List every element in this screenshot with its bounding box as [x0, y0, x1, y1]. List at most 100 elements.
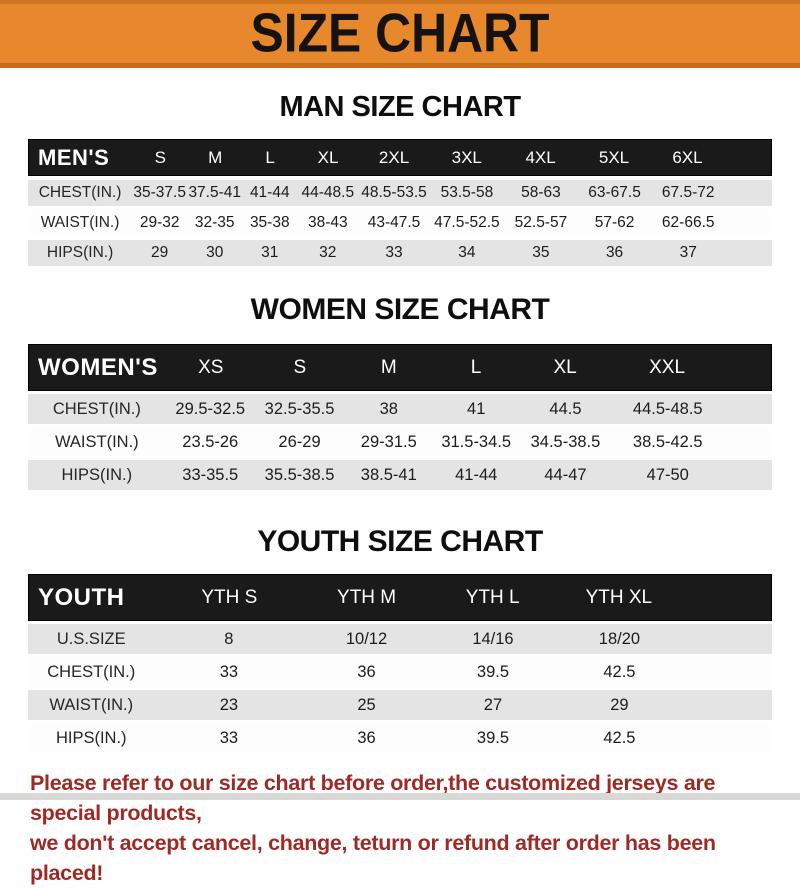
order-notice-line2: we don't accept cancel, change, teturn o… — [30, 831, 716, 885]
mens-row-chestin: CHEST(IN.) 35-37.5 37.5-41 41-44 44-48.5 48.5… — [28, 180, 772, 206]
womens-value: 44-47 — [544, 465, 587, 484]
youth-header-row: YOUTH YTH S YTH M YTH L YTH XL — [28, 574, 772, 621]
mens-col-5xl: 5XL — [598, 147, 630, 167]
womens-row-chestin: CHEST(IN.) 29.5-32.5 32.5-35.5 38 41 44.5 44.5… — [28, 394, 772, 424]
mens-value: 34 — [458, 244, 476, 261]
mens-value: 31 — [261, 244, 279, 261]
womens-row-waistin: WAIST(IN.) 23.5-26 26-29 29-31.5 31.5-34.5 34… — [28, 427, 772, 457]
youth-value: 29 — [610, 695, 629, 714]
bottom-edge-strip — [0, 793, 800, 800]
youth-value: 27 — [483, 695, 503, 714]
womens-col-s: S — [293, 356, 307, 378]
mens-value: 33 — [385, 244, 403, 261]
mens-row-label: HIPS(IN.) — [46, 244, 114, 261]
size-chart-banner: SIZE CHART — [0, 0, 800, 68]
womens-value: 38.5-41 — [360, 465, 417, 484]
youth-value: 33 — [219, 662, 239, 681]
mens-value: 44-48.5 — [301, 184, 355, 201]
youth-size-chart-title: YOUTH SIZE CHART — [257, 525, 543, 558]
womens-value: 35.5-38.5 — [264, 465, 335, 484]
youth-value: 18/20 — [598, 629, 641, 648]
womens-row-label: HIPS(IN.) — [61, 465, 133, 484]
mens-value: 41-44 — [249, 184, 290, 201]
mens-col-s: S — [154, 147, 166, 167]
youth-col-yth-s: YTH S — [201, 586, 258, 608]
womens-header-label: WOMEN'S — [38, 353, 158, 381]
youth-row-label: U.S.SIZE — [56, 629, 126, 648]
youth-value: 39.5 — [476, 728, 510, 747]
youth-value: 36 — [357, 662, 376, 681]
mens-value: 30 — [206, 244, 224, 261]
mens-value: 48.5-53.5 — [361, 184, 427, 201]
mens-row-waistin: WAIST(IN.) 29-32 32-35 35-38 38-43 43-47.5 47.… — [28, 210, 772, 236]
womens-value: 44.5 — [549, 399, 582, 418]
womens-row-label: CHEST(IN.) — [52, 399, 141, 418]
mens-value: 63-67.5 — [588, 184, 641, 201]
youth-row-label: CHEST(IN.) — [47, 662, 136, 681]
women-size-chart-title: WOMEN SIZE CHART — [250, 293, 550, 326]
mens-value: 62-66.5 — [661, 214, 715, 231]
mens-row-label: WAIST(IN.) — [40, 214, 120, 231]
youth-value: 42.5 — [603, 662, 636, 681]
womens-col-xl: XL — [553, 356, 577, 378]
mens-col-6xl: 6XL — [672, 147, 703, 167]
womens-value: 33-35.5 — [182, 465, 239, 484]
order-notice-text: Please refer to our size chart before or… — [30, 768, 772, 888]
mens-value: 35-37.5 — [133, 184, 186, 201]
mens-value: 53.5-58 — [440, 184, 494, 201]
womens-value: 47-50 — [646, 465, 689, 484]
mens-col-xl: XL — [317, 147, 339, 167]
mens-header-row: MEN'S S M L XL 2XL 3XL 4XL 5XL 6XL — [28, 139, 772, 176]
womens-value: 26-29 — [278, 432, 321, 451]
youth-value: 42.5 — [603, 728, 636, 747]
womens-col-m: M — [380, 356, 397, 378]
mens-value: 29-32 — [139, 214, 180, 231]
mens-value: 47.5-52.5 — [434, 214, 500, 231]
banner-title: SIZE CHART — [250, 2, 550, 65]
womens-value: 34.5-38.5 — [530, 432, 601, 451]
youth-value: 8 — [224, 629, 234, 648]
youth-row-label: HIPS(IN.) — [55, 728, 127, 747]
youth-row-label: WAIST(IN.) — [49, 695, 134, 714]
womens-value: 44.5-48.5 — [632, 399, 703, 418]
mens-col-l: L — [265, 147, 275, 167]
youth-value: 25 — [357, 695, 376, 714]
mens-value: 37 — [679, 244, 697, 261]
mens-header-label: MEN'S — [38, 144, 110, 170]
mens-size-table: MEN'S S M L XL 2XL 3XL 4XL 5XL 6XL CHEST(IN.) 35-37… — [28, 139, 772, 266]
youth-row-ussize: U.S.SIZE 8 10/12 14/16 18/20 — [28, 624, 772, 654]
mens-value: 37.5-41 — [188, 184, 242, 201]
womens-size-table: WOMEN'S XS S M L XL XXL CHEST(IN.) 29.5-32.5 32.5… — [28, 344, 772, 490]
mens-row-hipsin: HIPS(IN.) 29 30 31 32 33 34 35 36 37 — [28, 240, 772, 266]
mens-row-label: CHEST(IN.) — [38, 184, 122, 201]
mens-value: 35 — [532, 244, 550, 261]
youth-row-chestin: CHEST(IN.) 33 36 39.5 42.5 — [28, 657, 772, 687]
mens-value: 57-62 — [594, 214, 635, 231]
womens-value: 31.5-34.5 — [441, 432, 512, 451]
womens-value: 29.5-32.5 — [175, 399, 246, 418]
womens-header-row: WOMEN'S XS S M L XL XXL — [28, 344, 772, 391]
mens-value: 38-43 — [307, 214, 348, 231]
womens-value: 41-44 — [455, 465, 498, 484]
man-size-chart-title: MAN SIZE CHART — [279, 91, 521, 123]
mens-col-m: M — [208, 147, 223, 167]
youth-header-label: YOUTH — [38, 583, 125, 611]
womens-value: 32.5-35.5 — [264, 399, 335, 418]
youth-row-waistin: WAIST(IN.) 23 25 27 29 — [28, 690, 772, 720]
youth-value: 14/16 — [472, 629, 514, 648]
mens-value: 32-35 — [194, 214, 235, 231]
mens-col-3xl: 3XL — [451, 147, 482, 167]
youth-row-hipsin: HIPS(IN.) 33 36 39.5 42.5 — [28, 723, 772, 753]
youth-value: 10/12 — [345, 629, 388, 648]
mens-value: 67.5-72 — [661, 184, 715, 201]
youth-value: 39.5 — [476, 662, 510, 681]
womens-value: 41 — [467, 399, 486, 418]
mens-value: 43-47.5 — [367, 214, 421, 231]
mens-value: 35-38 — [249, 214, 290, 231]
mens-value: 52.5-57 — [514, 214, 568, 231]
mens-value: 32 — [319, 244, 337, 261]
womens-col-xs: XS — [198, 356, 224, 378]
youth-size-table: YOUTH YTH S YTH M YTH L YTH XL U.S.SIZE 8 10/12… — [28, 574, 772, 753]
mens-value: 58-63 — [521, 184, 561, 201]
womens-col-l: L — [470, 356, 482, 378]
